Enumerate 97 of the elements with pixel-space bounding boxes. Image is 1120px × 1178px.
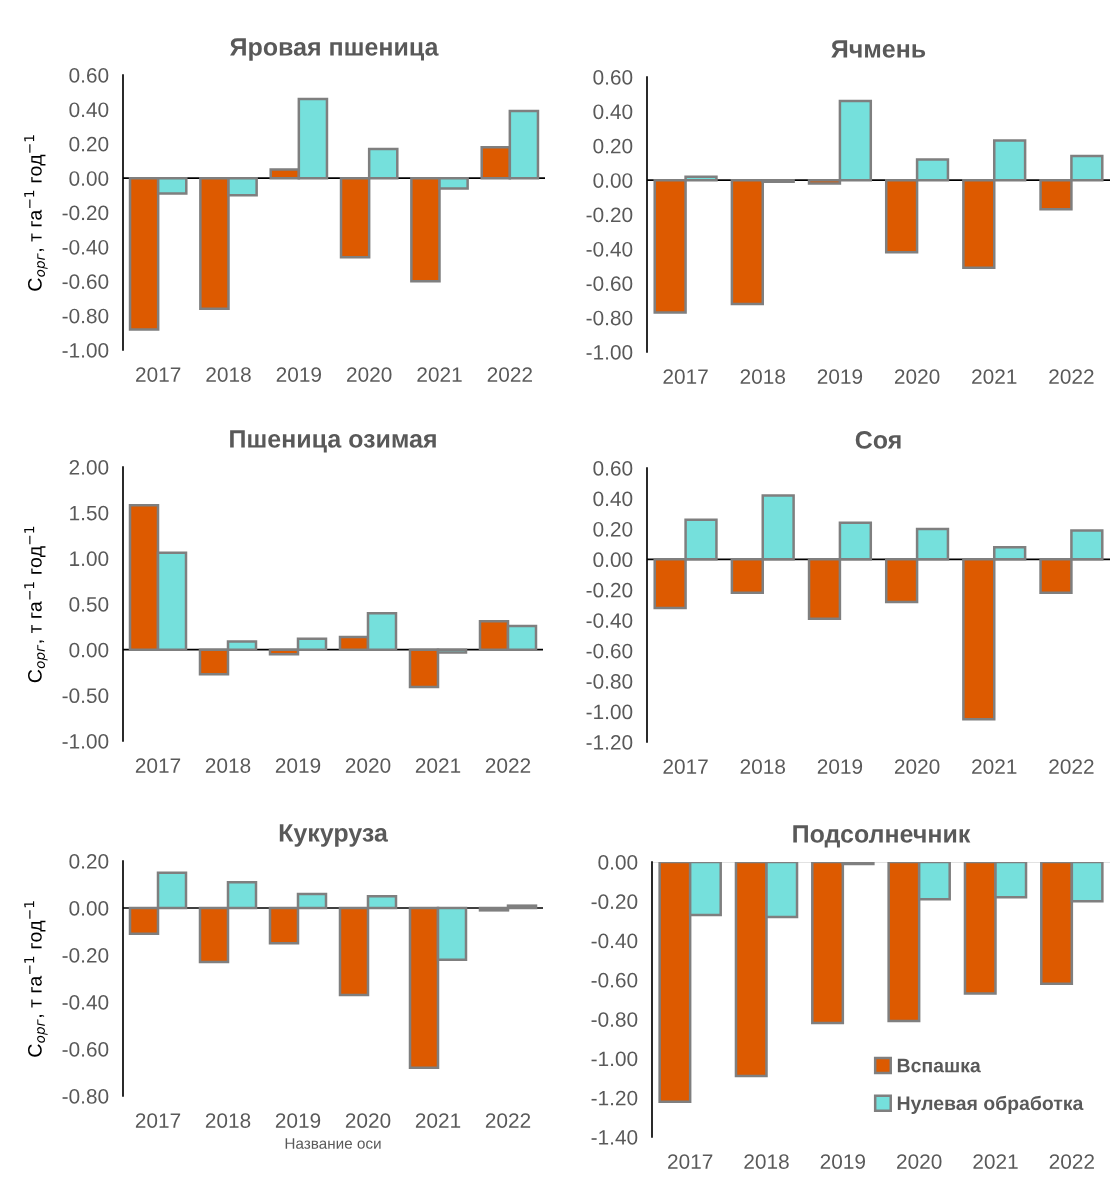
y-tick-label: -1.00: [586, 345, 633, 360]
y-tick-label: -0.80: [586, 674, 633, 689]
y-tick-label: 1.00: [70, 551, 109, 567]
x-tick-label: 2017: [663, 369, 708, 384]
y-tick-label: 0.00: [69, 901, 109, 916]
y-axis-title: C$_{орг}$, т га$^{−1}$ год$^{−1}$: [24, 526, 48, 683]
x-tick-label: 2018: [205, 1113, 251, 1128]
chart-title: Ячмень: [831, 40, 926, 58]
x-tick-label: 2017: [668, 1154, 713, 1169]
y-tick-label: -0.20: [591, 894, 638, 910]
y-tick-label: 0.20: [593, 138, 633, 154]
x-tick-label: 2018: [206, 367, 251, 382]
y-tick-label: -0.40: [62, 239, 109, 255]
x-tick-label: 2021: [417, 367, 462, 382]
y-tick-label: 0.00: [593, 552, 633, 568]
x-tick-label: 2021: [972, 369, 1017, 384]
y-tick-label: -0.80: [62, 308, 109, 324]
x-tick-label: 2018: [205, 758, 251, 773]
y-tick-label: -1.40: [591, 1130, 638, 1145]
x-tick-label: 2022: [1049, 759, 1094, 774]
y-tick-label: -0.60: [591, 972, 638, 988]
chart-title: Яровая пшеница: [230, 38, 439, 61]
y-tick-label: -1.00: [586, 704, 633, 720]
x-tick-label: 2018: [740, 369, 786, 384]
y-tick-label: 0.00: [598, 855, 638, 870]
y-tick-label: -0.40: [62, 995, 109, 1010]
y-tick-label: -0.20: [62, 205, 109, 221]
x-tick-label: 2022: [485, 758, 531, 773]
y-tick-label: -0.20: [586, 582, 633, 598]
y-axis-title: C$_{орг}$, т га$^{−1}$ год$^{−1}$: [24, 901, 48, 1057]
x-tick-label: 2020: [897, 1154, 942, 1169]
x-tick-label: 2020: [345, 1113, 391, 1128]
y-tick-label: -0.40: [586, 241, 633, 257]
y-tick-label: -1.20: [591, 1090, 638, 1106]
x-tick-label: 2017: [136, 367, 181, 382]
chart-title: Соя: [855, 431, 901, 449]
chart-title: Кукуруза: [279, 824, 389, 847]
y-tick-label: -1.00: [62, 734, 109, 749]
x-tick-label: 2019: [817, 369, 863, 384]
x-tick-label: 2017: [663, 759, 708, 774]
y-tick-label: 0.50: [69, 597, 109, 612]
chart-title: Пшеница озимая: [230, 430, 436, 453]
y-tick-label: 0.60: [593, 70, 633, 85]
y-tick-label: -0.40: [591, 933, 638, 949]
y-tick-label: 0.20: [593, 521, 633, 537]
x-tick-label: 2020: [347, 367, 392, 382]
y-tick-label: -0.60: [62, 274, 109, 289]
x-tick-label: 2022: [1049, 369, 1094, 384]
y-axis-title: C$_{орг}$, т га$^{−1}$ год$^{−1}$: [24, 135, 48, 291]
x-tick-label: 2019: [275, 758, 321, 773]
x-axis-title: Название оси: [285, 1138, 381, 1149]
x-tick-label: 2019: [817, 759, 863, 774]
chart-title: Подсолнечник: [793, 825, 971, 848]
y-tick-label: 2.00: [69, 460, 109, 475]
x-tick-label: 2021: [973, 1154, 1018, 1169]
y-tick-label: -0.20: [62, 948, 109, 963]
y-tick-label: -0.20: [586, 207, 633, 223]
x-tick-label: 2021: [415, 758, 461, 773]
x-tick-label: 2018: [740, 759, 786, 774]
x-tick-label: 2019: [275, 1113, 321, 1128]
x-tick-label: 2017: [135, 758, 181, 773]
y-tick-label: -0.50: [62, 688, 109, 704]
y-tick-label: 0.20: [69, 854, 109, 869]
x-tick-label: 2020: [894, 369, 940, 384]
legend-label: Вспашка: [897, 1058, 981, 1073]
x-tick-label: 2018: [744, 1154, 789, 1169]
x-tick-label: 2022: [1049, 1154, 1094, 1169]
y-tick-label: 0.40: [69, 102, 109, 118]
y-tick-label: -0.60: [586, 643, 633, 659]
x-tick-label: 2017: [135, 1113, 181, 1128]
y-tick-label: -0.80: [591, 1012, 638, 1027]
y-tick-label: -1.00: [591, 1051, 638, 1067]
y-tick-label: 0.40: [593, 491, 633, 507]
y-tick-label: 0.40: [593, 104, 633, 120]
y-tick-label: 0.00: [593, 173, 633, 188]
x-tick-label: 2020: [345, 758, 391, 773]
y-tick-label: 0.60: [69, 68, 109, 83]
y-tick-label: 0.60: [593, 461, 633, 476]
y-tick-label: -0.80: [62, 1089, 109, 1104]
x-tick-label: 2020: [894, 759, 940, 774]
y-tick-label: -0.60: [586, 276, 633, 291]
y-tick-label: 0.00: [69, 171, 109, 186]
x-tick-label: 2022: [485, 1113, 531, 1128]
y-tick-label: -1.00: [62, 343, 109, 358]
x-tick-label: 2022: [487, 367, 532, 382]
y-tick-label: -0.40: [586, 613, 633, 628]
y-tick-label: -0.80: [586, 310, 633, 326]
legend-label: Нулевая обработка: [897, 1095, 1084, 1114]
y-tick-label: -1.20: [586, 735, 633, 750]
x-tick-label: 2021: [415, 1113, 461, 1128]
y-tick-label: -0.60: [62, 1042, 109, 1057]
x-tick-label: 2019: [820, 1154, 866, 1169]
y-tick-label: 0.00: [69, 642, 109, 658]
x-tick-label: 2021: [972, 759, 1017, 774]
y-tick-label: 0.20: [69, 136, 109, 152]
y-tick-label: 1.50: [70, 505, 109, 521]
x-tick-label: 2019: [276, 367, 322, 382]
